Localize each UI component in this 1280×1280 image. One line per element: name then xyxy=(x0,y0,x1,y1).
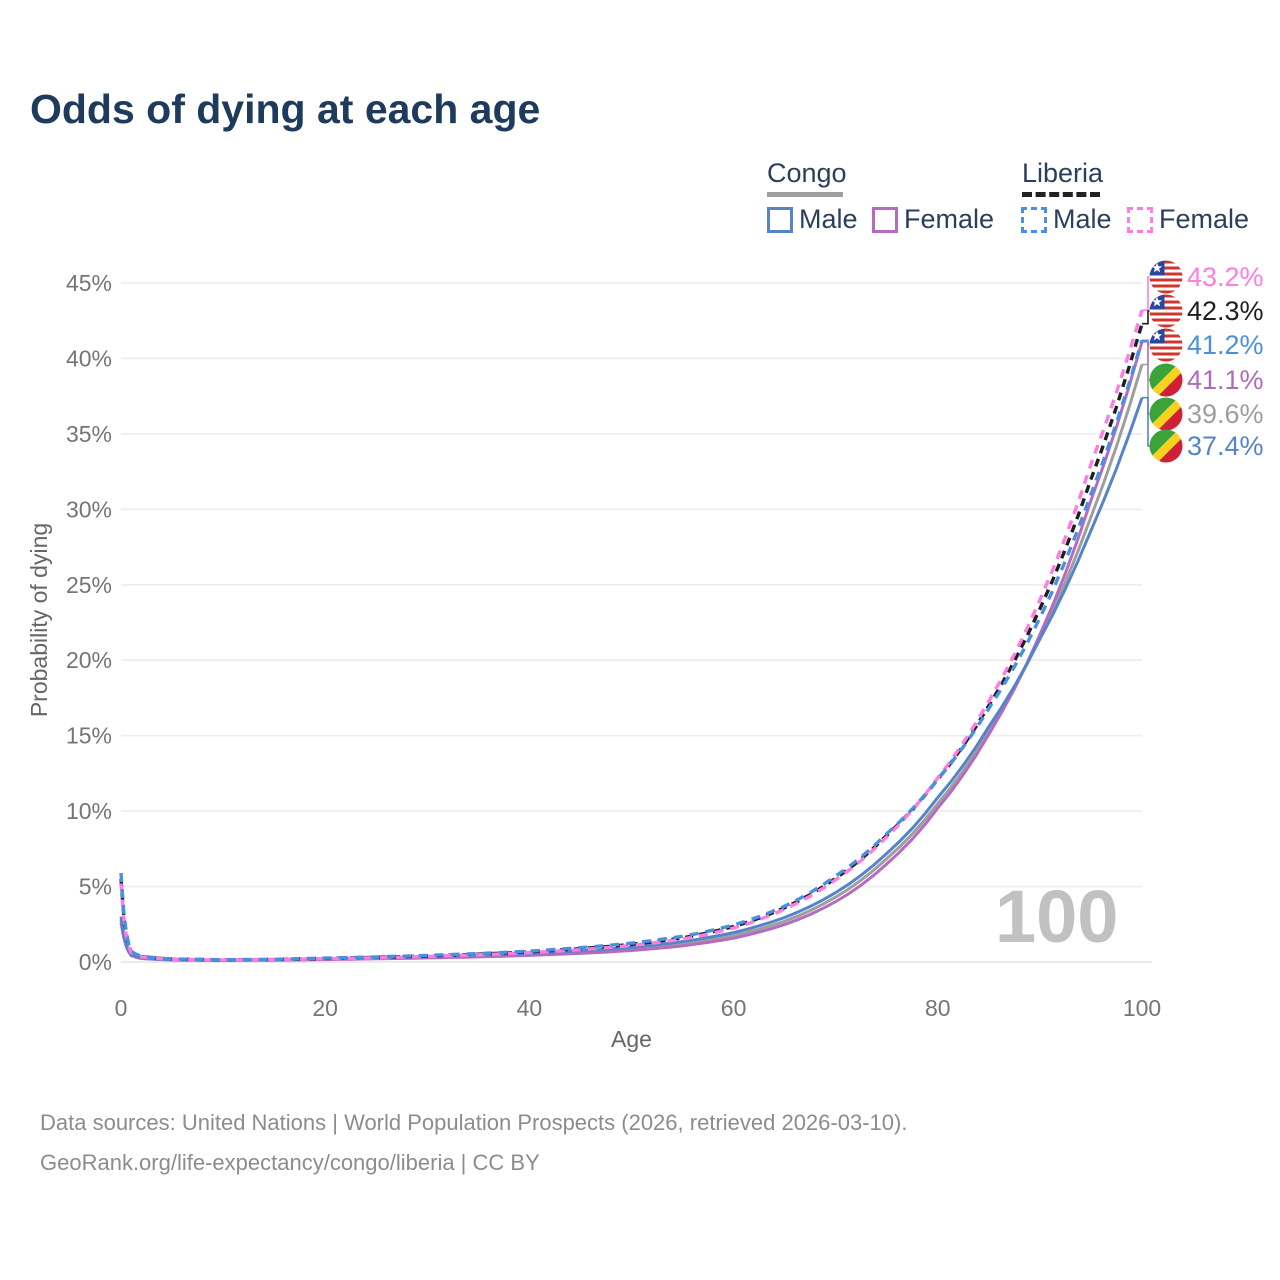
legend-item-liberia-female[interactable]: Female xyxy=(1127,204,1249,235)
end-value-label-liberia_female: 43.2% xyxy=(1187,262,1264,292)
x-tick-label: 60 xyxy=(721,995,747,1021)
y-tick-label: 35% xyxy=(66,421,112,447)
x-tick-label: 80 xyxy=(925,995,951,1021)
y-tick-label: 40% xyxy=(66,345,112,371)
data-sources-text: Data sources: United Nations | World Pop… xyxy=(40,1110,908,1135)
legend-group-liberia-label: Liberia xyxy=(1022,158,1104,188)
leader-line-congo_avg xyxy=(1142,363,1152,415)
y-tick-label: 30% xyxy=(66,496,112,522)
series-line-liberia_male xyxy=(119,339,1144,962)
liberia-male-swatch-icon xyxy=(1021,206,1047,233)
congo-flag-icon xyxy=(1149,429,1183,463)
congo-line-style-sample xyxy=(767,192,843,197)
end-value-label-liberia_avg: 42.3% xyxy=(1187,296,1264,326)
congo-flag-icon xyxy=(1149,363,1183,397)
legend-item-liberia-male[interactable]: Male xyxy=(1021,204,1112,235)
congo-male-swatch-icon xyxy=(767,206,793,233)
liberia-female-swatch-icon xyxy=(1127,206,1153,233)
x-tick-label: 0 xyxy=(115,995,128,1021)
y-tick-label: 5% xyxy=(79,874,112,900)
legend-group-congo[interactable]: Congo xyxy=(767,158,847,197)
end-value-label-congo_avg: 39.6% xyxy=(1187,399,1264,429)
y-tick-label: 45% xyxy=(66,270,112,296)
congo-flag-icon xyxy=(1149,397,1183,431)
end-value-label-congo_female: 41.1% xyxy=(1187,365,1264,395)
legend-group-liberia[interactable]: Liberia xyxy=(1022,158,1103,197)
y-tick-label: 0% xyxy=(79,949,112,975)
end-value-label-congo_male: 37.4% xyxy=(1187,431,1264,461)
liberia-line-style-sample xyxy=(1022,192,1100,197)
page-title: Odds of dying at each age xyxy=(30,86,541,132)
end-value-label-liberia_male: 41.2% xyxy=(1187,330,1264,360)
series-line-liberia_female xyxy=(119,309,1144,962)
liberia-flag-icon xyxy=(1149,328,1183,362)
y-axis-title: Probability of dying xyxy=(26,523,52,717)
legend-item-label: Female xyxy=(1159,204,1250,234)
y-tick-label: 20% xyxy=(66,647,112,673)
age-watermark: 100 xyxy=(995,875,1119,958)
series-line-congo_avg xyxy=(119,364,1144,962)
x-tick-label: 100 xyxy=(1123,995,1161,1021)
congo-female-swatch-icon xyxy=(872,206,898,233)
x-tick-label: 20 xyxy=(312,995,338,1021)
legend-item-label: Female xyxy=(904,204,995,234)
y-tick-label: 25% xyxy=(66,572,112,598)
x-axis-title: Age xyxy=(611,1026,652,1052)
leader-line-congo_male xyxy=(1142,396,1152,447)
legend-item-congo-female[interactable]: Female xyxy=(872,204,994,235)
liberia-flag-icon xyxy=(1149,294,1183,328)
legend-item-label: Male xyxy=(799,204,858,234)
liberia-flag-icon xyxy=(1149,260,1183,294)
series-line-congo_male xyxy=(119,397,1144,962)
legend-group-congo-label: Congo xyxy=(767,158,847,188)
x-tick-label: 40 xyxy=(517,995,543,1021)
legend-item-congo-male[interactable]: Male xyxy=(767,204,858,235)
legend-item-label: Male xyxy=(1053,204,1112,234)
series-line-liberia_avg xyxy=(119,323,1144,962)
y-tick-label: 10% xyxy=(66,798,112,824)
y-tick-label: 15% xyxy=(66,723,112,749)
attribution-text: GeoRank.org/life-expectancy/congo/liberi… xyxy=(40,1150,540,1175)
